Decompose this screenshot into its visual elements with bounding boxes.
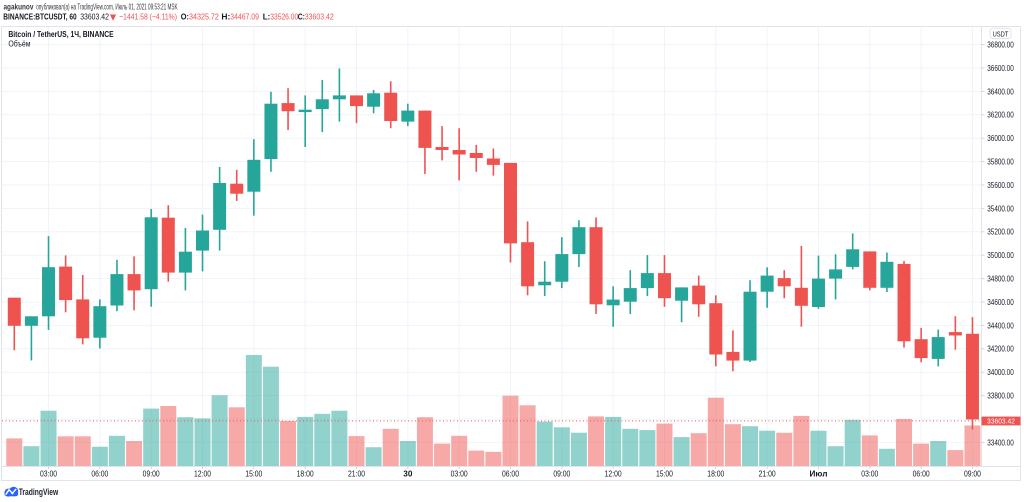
svg-text:21:00: 21:00 [759, 469, 776, 478]
svg-text:36400.00: 36400.00 [987, 87, 1014, 96]
svg-text:Июл: Июл [810, 469, 828, 478]
svg-text:03:00: 03:00 [861, 469, 878, 478]
svg-text:36800.00: 36800.00 [987, 41, 1014, 50]
svg-text:12:00: 12:00 [605, 469, 622, 478]
svg-text:36600.00: 36600.00 [987, 64, 1014, 73]
svg-text:H:: H: [221, 12, 230, 22]
svg-text:33603.42: 33603.42 [80, 12, 109, 22]
svg-text:Bitcoin / TetherUS, 1Ч, BINANC: Bitcoin / TetherUS, 1Ч, BINANCE [8, 29, 114, 39]
svg-text:06:00: 06:00 [91, 469, 108, 478]
svg-text:33526.00: 33526.00 [270, 12, 298, 22]
svg-text:15:00: 15:00 [245, 469, 262, 478]
svg-text:06:00: 06:00 [502, 469, 519, 478]
svg-text:12:00: 12:00 [194, 469, 211, 478]
svg-text:C:: C: [298, 12, 305, 22]
svg-text:34200.00: 34200.00 [987, 345, 1014, 354]
svg-text:35400.00: 35400.00 [987, 204, 1014, 213]
svg-text:18:00: 18:00 [707, 469, 724, 478]
svg-text:35200.00: 35200.00 [987, 228, 1014, 237]
svg-text:BINANCE:BTCUSDT, 60: BINANCE:BTCUSDT, 60 [3, 12, 77, 22]
svg-text:L:: L: [263, 12, 271, 22]
svg-text:USDT: USDT [993, 29, 1009, 38]
svg-text:35600.00: 35600.00 [987, 181, 1014, 190]
svg-text:35800.00: 35800.00 [987, 158, 1014, 167]
svg-text:21:00: 21:00 [348, 469, 365, 478]
svg-text:18:00: 18:00 [297, 469, 314, 478]
svg-text:34400.00: 34400.00 [987, 321, 1014, 330]
svg-text:agakunov: agakunov [4, 1, 34, 11]
svg-text:34000.00: 34000.00 [987, 368, 1014, 377]
svg-text:06:00: 06:00 [913, 469, 930, 478]
svg-text:15:00: 15:00 [656, 469, 673, 478]
svg-text:09:00: 09:00 [143, 469, 160, 478]
svg-text:34600.00: 34600.00 [987, 298, 1014, 307]
svg-text:34325.72: 34325.72 [189, 12, 219, 22]
svg-text:33400.00: 33400.00 [987, 438, 1014, 447]
svg-text:34800.00: 34800.00 [987, 275, 1014, 284]
svg-text:36200.00: 36200.00 [987, 111, 1014, 120]
svg-text:33603.42: 33603.42 [305, 12, 334, 22]
svg-text:09:00: 09:00 [964, 469, 981, 478]
svg-text:O:: O: [181, 12, 189, 22]
svg-text:03:00: 03:00 [40, 469, 57, 478]
svg-text:30: 30 [403, 469, 413, 478]
svg-text:TradingView: TradingView [19, 487, 59, 498]
svg-text:35000.00: 35000.00 [987, 251, 1014, 260]
svg-text:33603.42: 33603.42 [987, 417, 1015, 426]
svg-text:03:00: 03:00 [451, 469, 468, 478]
svg-text:опубликовал(а) на TradingView.: опубликовал(а) на TradingView.com, Июль … [36, 1, 178, 11]
svg-text:33800.00: 33800.00 [987, 392, 1014, 401]
svg-text:−1441.58 (−4.11%): −1441.58 (−4.11%) [119, 12, 177, 22]
svg-text:09:00: 09:00 [553, 469, 570, 478]
svg-text:36000.00: 36000.00 [987, 134, 1014, 143]
svg-text:34467.09: 34467.09 [230, 12, 259, 22]
svg-text:Объём: Объём [8, 38, 30, 48]
